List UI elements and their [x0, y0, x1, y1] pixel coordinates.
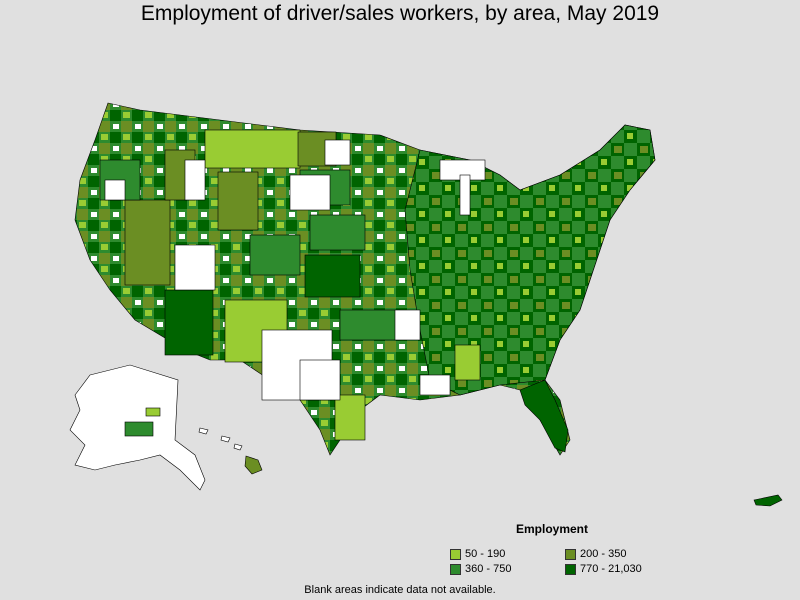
legend-label: 770 - 21,030 [580, 563, 642, 575]
blank-area [299, 359, 341, 401]
alaska [69, 364, 206, 491]
region-wyoming [217, 171, 259, 231]
puerto-rico [753, 494, 783, 507]
blank-area [174, 244, 216, 291]
blank-area [459, 174, 471, 216]
blank-area [419, 374, 451, 396]
alaska-region-light [145, 407, 161, 417]
blank-area [394, 309, 421, 341]
blank-area [104, 179, 126, 201]
region-texas-south [334, 394, 366, 441]
region-colorado-green [249, 234, 301, 276]
hawaii [198, 427, 263, 475]
blank-area [289, 174, 331, 211]
region-oklahoma [339, 309, 401, 341]
legend-swatch [450, 548, 461, 560]
legend-label: 200 - 350 [580, 548, 627, 560]
florida-region [519, 379, 569, 453]
alaska-region-green [124, 421, 154, 437]
region-mississippi-light [454, 344, 481, 381]
blank-area [324, 139, 351, 166]
region-montana-light [204, 129, 301, 169]
legend-title: Employment [516, 522, 589, 536]
legend-swatch [450, 563, 461, 575]
region-arizona [164, 289, 214, 356]
blank-area [184, 159, 206, 201]
legend-label: 360 - 750 [465, 563, 512, 575]
legend-item-50-190: 50 - 190 [450, 548, 505, 560]
legend-label: 50 - 190 [465, 548, 506, 560]
legend-item-770-21030: 770 - 21,030 [565, 563, 642, 575]
region-kansas [304, 254, 361, 298]
legend-item-200-350: 200 - 350 [565, 548, 626, 560]
legend-swatch [565, 563, 576, 575]
region-nevada [124, 199, 171, 286]
map-title: Employment of driver/sales workers, by a… [140, 2, 660, 25]
contiguous-us [74, 102, 656, 456]
legend-swatch [565, 548, 576, 560]
legend-item-360-750: 360 - 750 [450, 563, 511, 575]
footnote: Blank areas indicate data not available. [304, 584, 496, 596]
region-nebraska [309, 214, 366, 251]
